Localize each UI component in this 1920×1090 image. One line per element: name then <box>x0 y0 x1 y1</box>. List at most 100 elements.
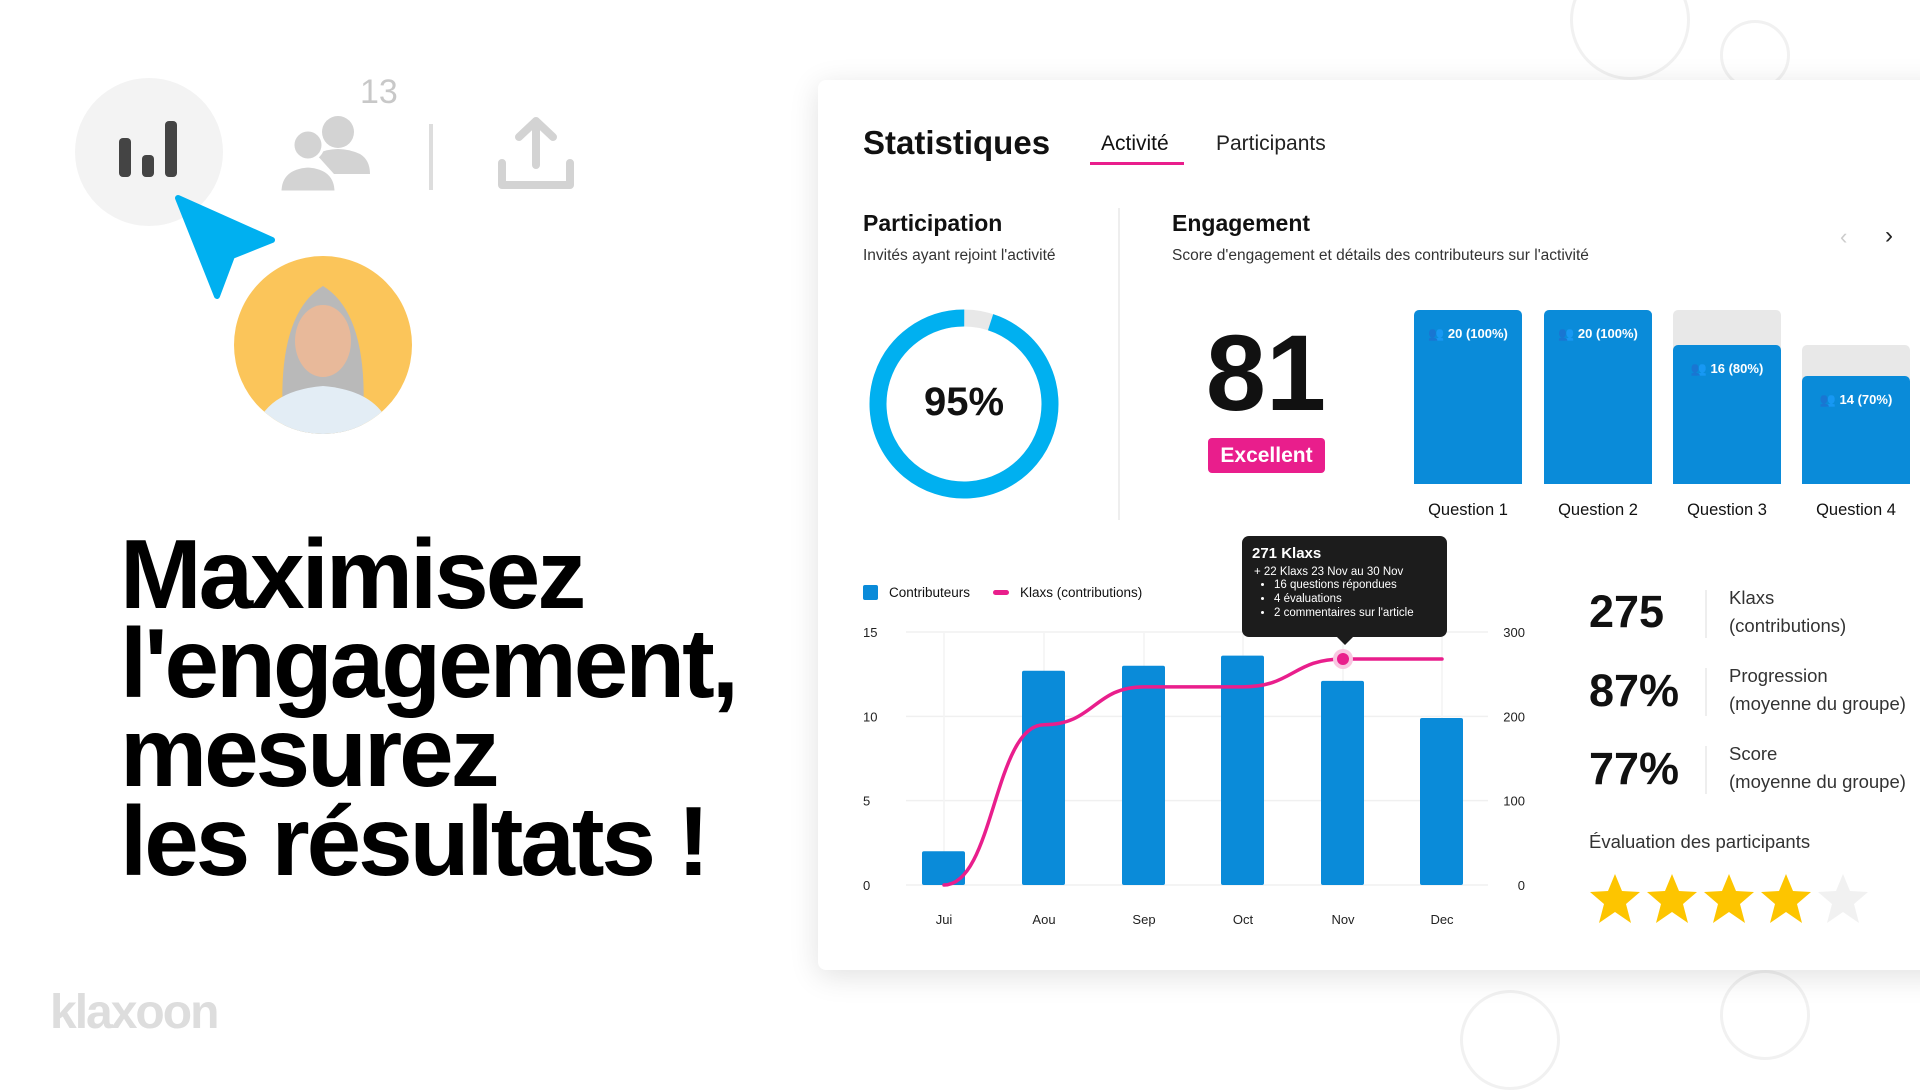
background-doodle <box>1720 970 1810 1060</box>
question-bar: 👥 16 (80%) <box>1673 310 1781 484</box>
stat-label-line: (contributions) <box>1729 615 1847 636</box>
stat-divider <box>1705 746 1707 794</box>
question-value: 14 (70%) <box>1839 392 1893 407</box>
statistics-button[interactable] <box>75 78 223 226</box>
question-label: Question 1 <box>1428 501 1508 519</box>
statistics-panel <box>818 80 1920 970</box>
x-tick: Dec <box>1430 912 1454 927</box>
y-right-tick: 0 <box>1518 878 1525 893</box>
page-title: Statistiques <box>863 124 1051 161</box>
tooltip-item: 4 évaluations <box>1274 592 1437 606</box>
stat-value: 87% <box>1589 665 1680 716</box>
users-icon: 👥 <box>1690 361 1707 376</box>
klaxs-line <box>942 657 1444 887</box>
rating-label: Évaluation des participants <box>1589 831 1811 852</box>
tooltip-item: 16 questions répondues <box>1274 578 1437 592</box>
star-icon <box>1761 874 1811 923</box>
headline: Maximisez l'engagement, mesurez les résu… <box>120 519 739 890</box>
upload-icon <box>498 117 574 189</box>
users-icon: 👥 <box>1558 326 1575 341</box>
cursor-icon <box>175 195 275 299</box>
contributeurs-bar <box>1221 655 1264 885</box>
y-right-tick: 100 <box>1503 794 1525 809</box>
users-icon: 👥 <box>1819 392 1836 407</box>
legend-label: Klaxs (contributions) <box>1020 585 1143 600</box>
y-left-tick: 15 <box>863 625 877 640</box>
contributeurs-bar <box>1321 680 1364 885</box>
x-tick: Oct <box>1233 912 1254 927</box>
toolbar-divider <box>429 124 433 190</box>
active-tab-indicator <box>1090 162 1184 165</box>
section-divider <box>1118 208 1120 520</box>
contributeurs-bar <box>922 851 965 885</box>
contributeurs-bar <box>1122 665 1165 885</box>
star-icon <box>1818 874 1868 923</box>
y-right-tick: 200 <box>1503 709 1525 724</box>
stat-label-line: (moyenne du groupe) <box>1729 693 1906 714</box>
star-icon <box>1704 874 1754 923</box>
previous-arrow-icon[interactable]: ‹ <box>1840 224 1848 249</box>
users-icon: 👥 <box>1428 326 1445 341</box>
x-tick: Nov <box>1331 912 1355 927</box>
stat-label: Klaxs (contributions) <box>1729 584 1846 640</box>
question-label: Question 4 <box>1816 501 1896 519</box>
question-bar-fill: 👥 14 (70%) <box>1802 376 1910 484</box>
stat-label-line: (moyenne du groupe) <box>1729 771 1906 792</box>
question-value: 20 (100%) <box>1577 326 1638 341</box>
klaxoon-logo: klaxoon <box>50 986 219 1039</box>
headline-line: Maximisez <box>120 519 586 629</box>
rating-stars <box>1588 872 1870 926</box>
question-label: Question 2 <box>1558 501 1638 519</box>
stat-label-line: Progression <box>1729 665 1828 686</box>
stat-label: Progression (moyenne du groupe) <box>1729 662 1906 718</box>
x-tick: Aou <box>1032 912 1055 927</box>
question-label: Question 3 <box>1687 501 1767 519</box>
y-left-tick: 5 <box>863 794 870 809</box>
participation-donut <box>869 309 1059 499</box>
stat-divider <box>1705 590 1707 638</box>
engagement-score: 81 <box>1205 312 1327 433</box>
question-bar-fill: 👥 20 (100%) <box>1544 310 1652 484</box>
chart-tooltip: 271 Klaxs + 22 Klaxs 23 Nov au 30 Nov 16… <box>1242 536 1447 645</box>
bar-chart-icon <box>119 121 177 177</box>
y-left-tick: 10 <box>863 709 877 724</box>
headline-line: l'engagement, <box>120 608 739 718</box>
export-button[interactable] <box>497 115 575 193</box>
next-arrow-icon[interactable]: › <box>1885 222 1893 249</box>
engagement-subtitle: Score d'engagement et détails des contri… <box>1172 247 1589 264</box>
question-value: 16 (80%) <box>1710 361 1764 376</box>
participants-button[interactable] <box>278 110 373 195</box>
contributeurs-bar <box>1420 718 1463 885</box>
highlight-point <box>1337 652 1349 665</box>
stat-divider <box>1705 668 1707 716</box>
tab-participants[interactable]: Participants <box>1216 132 1326 155</box>
participants-count: 13 <box>360 73 398 111</box>
stat-label: Score (moyenne du groupe) <box>1729 740 1906 796</box>
tab-activite[interactable]: Activité <box>1101 132 1169 155</box>
participation-subtitle: Invités ayant rejoint l'activité <box>863 247 1056 264</box>
participation-value: 95% <box>923 380 1005 424</box>
question-bar: 👥 14 (70%) <box>1802 310 1910 484</box>
tooltip-title: 271 Klaxs <box>1252 545 1322 562</box>
tooltip-line: + 22 Klaxs 23 Nov au 30 Nov <box>1254 566 1404 578</box>
legend-swatch-contributeurs <box>863 585 878 600</box>
legend-swatch-klaxs <box>993 590 1009 595</box>
stat-label-line: Klaxs <box>1729 587 1775 608</box>
headline-line: mesurez <box>120 697 500 807</box>
legend-label: Contributeurs <box>889 585 971 600</box>
question-bar-fill: 👥 20 (100%) <box>1414 310 1522 484</box>
star-icon <box>1590 874 1640 923</box>
x-tick: Jui <box>936 912 953 927</box>
engagement-title: Engagement <box>1172 210 1311 236</box>
question-bar: 👥 20 (100%) <box>1544 310 1652 484</box>
star-icon <box>1647 874 1697 923</box>
question-value: 20 (100%) <box>1447 326 1508 341</box>
contributeurs-bar <box>1022 670 1065 885</box>
x-tick: Sep <box>1132 912 1155 927</box>
y-left-tick: 0 <box>863 878 870 893</box>
users-icon <box>278 116 370 194</box>
question-bar-fill: 👥 16 (80%) <box>1673 345 1781 484</box>
y-right-tick: 300 <box>1503 625 1525 640</box>
stat-value: 77% <box>1589 743 1680 794</box>
